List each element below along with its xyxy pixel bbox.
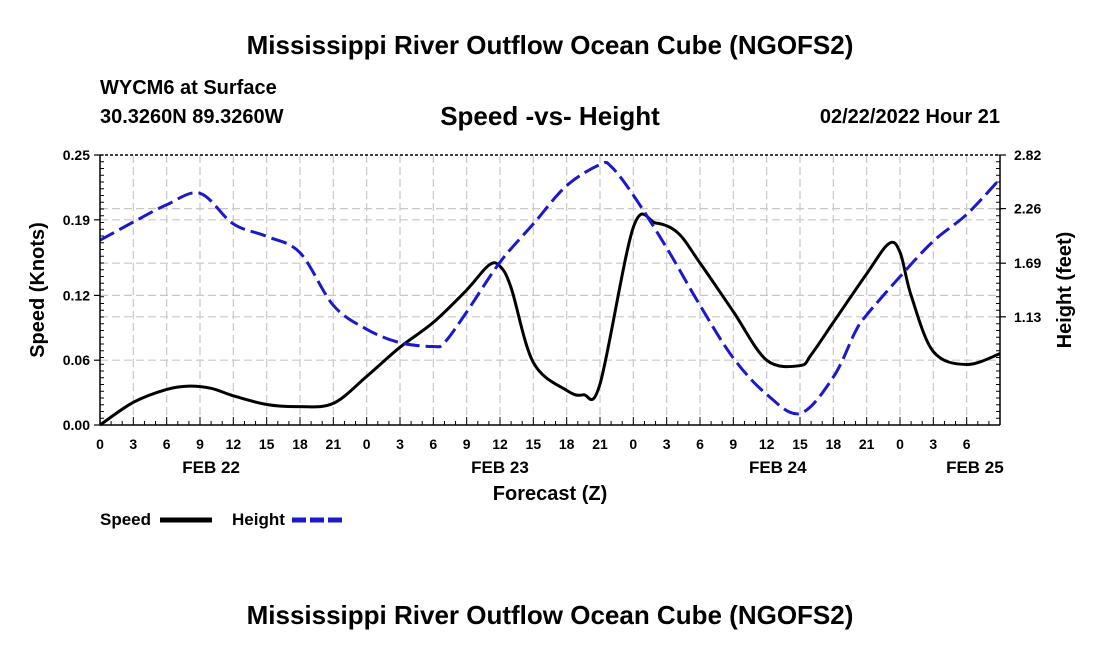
x-tick-label: 18 — [292, 436, 308, 452]
x-tick-label: 21 — [859, 436, 875, 452]
x-tick-label: 6 — [963, 436, 971, 452]
x-tick-label: 18 — [826, 436, 842, 452]
legend-label-speed: Speed — [100, 510, 151, 529]
y2-axis-title: Height (feet) — [1054, 232, 1076, 349]
date-label: FEB 23 — [471, 458, 529, 477]
grid-layer — [100, 155, 1000, 425]
y2-tick-label: 1.69 — [1014, 255, 1041, 271]
series-line-height — [99, 160, 1002, 416]
x-tick-label: 3 — [396, 436, 404, 452]
y2-tick-label: 2.82 — [1014, 147, 1041, 163]
x-tick-label: 3 — [129, 436, 137, 452]
y-tick-label: 0.19 — [63, 212, 90, 228]
main-title: Mississippi River Outflow Ocean Cube (NG… — [246, 30, 854, 60]
x-tick-label: 21 — [592, 436, 608, 452]
series-layer — [99, 160, 1002, 427]
x-tick-label: 3 — [663, 436, 671, 452]
y-axis-title: Speed (Knots) — [27, 222, 49, 358]
station-coordinates: 30.3260N 89.3260W — [100, 106, 284, 128]
x-tick-label: 9 — [196, 436, 204, 452]
x-tick-label: 21 — [326, 436, 342, 452]
x-tick-label: 18 — [559, 436, 575, 452]
x-tick-label: 6 — [429, 436, 437, 452]
date-label: FEB 25 — [946, 458, 1004, 477]
x-tick-label: 3 — [929, 436, 937, 452]
x-tick-label: 9 — [729, 436, 737, 452]
legend-label-height: Height — [232, 510, 285, 529]
y-tick-label: 0.00 — [63, 417, 90, 433]
y2-tick-label: 2.26 — [1014, 201, 1041, 217]
x-axis-title: Forecast (Z) — [493, 483, 607, 505]
series-line-speed — [99, 212, 1001, 427]
x-tick-label: 9 — [463, 436, 471, 452]
x-tick-label: 15 — [792, 436, 808, 452]
x-tick-label: 0 — [363, 436, 371, 452]
x-tick-label: 6 — [163, 436, 171, 452]
y-tick-label: 0.12 — [63, 287, 90, 303]
x-tick-label: 0 — [629, 436, 637, 452]
chart-subtitle: Speed -vs- Height — [440, 101, 660, 131]
y2-tick-label: 1.13 — [1014, 309, 1041, 325]
x-tick-label: 15 — [526, 436, 542, 452]
date-label: FEB 22 — [182, 458, 240, 477]
x-tick-label: 12 — [226, 436, 242, 452]
bottom-title: Mississippi River Outflow Ocean Cube (NG… — [246, 600, 854, 630]
forecast-datetime: 02/22/2022 Hour 21 — [819, 106, 1000, 128]
axes-layer: 0 3 6 9 12 15 18 21 0 3 6 9 12 15 18 21 0 3 6 9 12 15 18 21 0 3 6F… — [63, 147, 1042, 477]
x-tick-label: 0 — [96, 436, 104, 452]
x-tick-label: 12 — [492, 436, 508, 452]
station-name: WYCM6 at Surface — [100, 77, 277, 99]
date-label: FEB 24 — [749, 458, 807, 477]
x-tick-label: 0 — [896, 436, 904, 452]
y-tick-label: 0.25 — [63, 147, 90, 163]
x-tick-label: 6 — [696, 436, 704, 452]
y-tick-label: 0.06 — [63, 352, 90, 368]
x-tick-label: 12 — [759, 436, 775, 452]
legend: Speed Height — [100, 510, 342, 529]
x-tick-label: 15 — [259, 436, 275, 452]
